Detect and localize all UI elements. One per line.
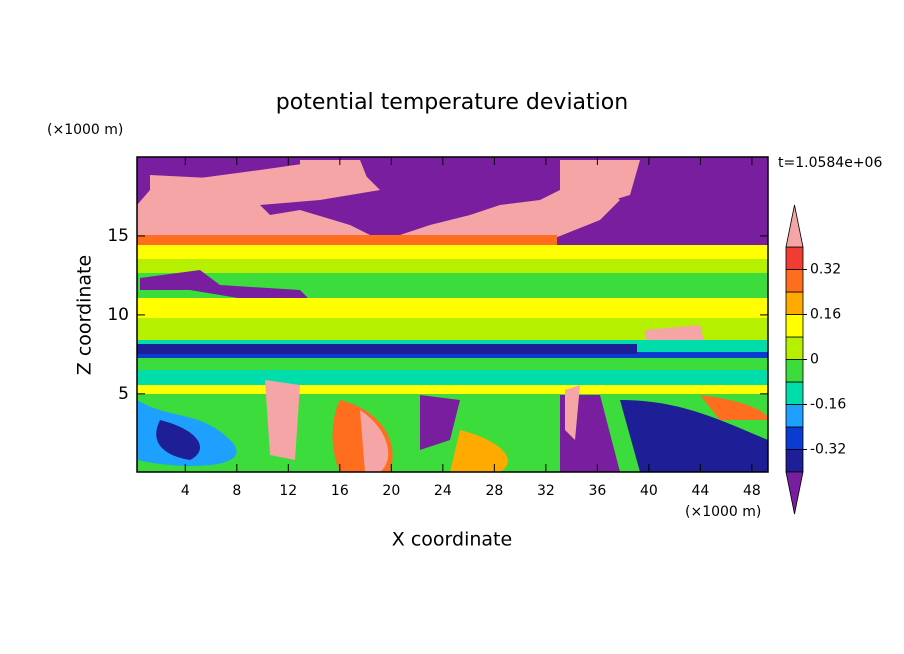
x-tick-label: 36 (588, 483, 606, 499)
x-unit: (×1000 m) (685, 504, 761, 520)
colorbar-box (785, 404, 804, 428)
colorbar-box (785, 246, 804, 270)
colorbar-box (785, 314, 804, 338)
colorbar-tick-label: 0 (810, 352, 819, 368)
y-tick-label: 15 (107, 226, 129, 246)
colorbar-tick-label: -0.32 (810, 442, 846, 458)
x-tick-label: 48 (743, 483, 761, 499)
y-tick-label: 5 (118, 384, 129, 404)
y-unit: (×1000 m) (47, 122, 123, 138)
x-tick-label: 40 (640, 483, 658, 499)
colorbar-tick-label: -0.16 (810, 397, 846, 413)
x-tick-label: 8 (232, 483, 241, 499)
x-tick-label: 44 (691, 483, 709, 499)
colorbar-box (785, 381, 804, 405)
colorbar-extend-high (785, 204, 804, 248)
chart-title: potential temperature deviation (276, 90, 628, 115)
colorbar-box (785, 449, 804, 473)
colorbar-box (785, 291, 804, 315)
x-tick-label: 20 (382, 483, 400, 499)
x-tick-label: 12 (279, 483, 297, 499)
colorbar-box (785, 426, 804, 450)
x-tick-label: 32 (537, 483, 555, 499)
x-tick-label: 28 (485, 483, 503, 499)
annotation: t=1.0584e+06 (778, 155, 882, 171)
x-tick-label: 24 (434, 483, 452, 499)
x-axis-label: X coordinate (392, 529, 512, 551)
colorbar-box (785, 336, 804, 360)
x-tick-label: 4 (181, 483, 190, 499)
colorbar-tick-label: 0.16 (810, 307, 841, 323)
contour-field (137, 157, 768, 472)
colorbar-box (785, 269, 804, 293)
colorbar-box (785, 359, 804, 383)
colorbar-tick-label: 0.32 (810, 262, 841, 278)
y-axis-label: Z coordinate (74, 255, 96, 375)
x-tick-label: 16 (331, 483, 349, 499)
y-tick-label: 10 (107, 305, 129, 325)
colorbar-extend-low (785, 471, 804, 515)
